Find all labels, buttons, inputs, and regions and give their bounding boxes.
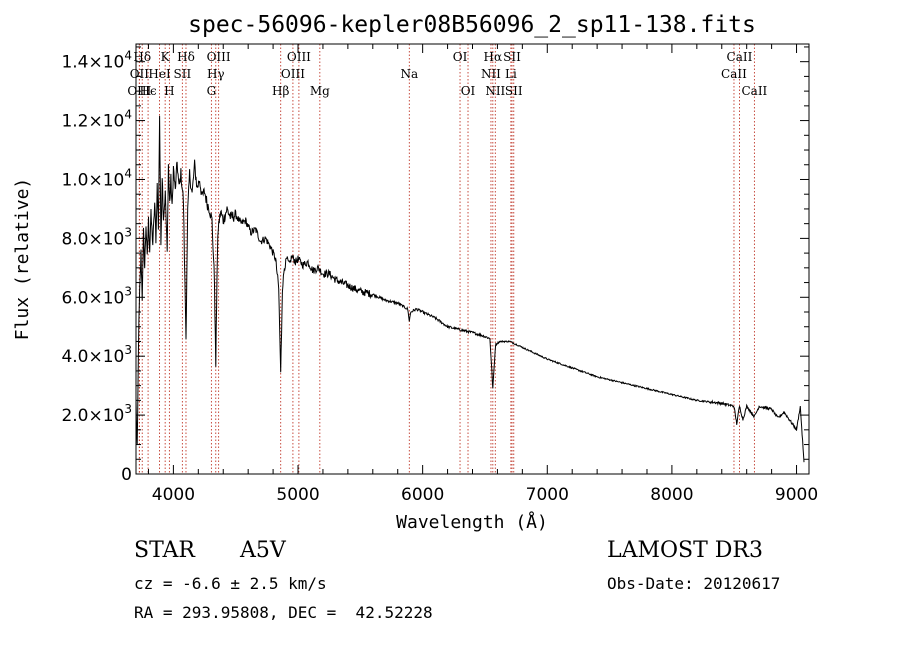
spectrum-line <box>135 115 805 463</box>
coordinates: RA = 293.95808, DEC = 42.52228 <box>134 603 433 622</box>
emission-line-label: OIII <box>287 50 311 64</box>
redshift-text: cz = -6.6 ± 2.5 km/s <box>134 574 327 593</box>
x-tick-label: 7000 <box>526 485 569 505</box>
x-tick-label: 4000 <box>152 485 195 505</box>
x-tick-label: 8000 <box>650 485 693 505</box>
emission-line-label: OIII <box>281 67 305 81</box>
emission-line-label: OII <box>130 67 150 81</box>
y-tick-label: 6.0×103 <box>61 284 132 308</box>
emission-line-label: CaII <box>727 50 753 64</box>
emission-line-label: CaII <box>741 84 767 98</box>
emission-line-label: K <box>161 50 171 64</box>
emission-line-label: OIII <box>207 50 231 64</box>
emission-line-label: CaII <box>721 67 747 81</box>
survey-name: LAMOST DR3 <box>607 538 763 563</box>
y-tick-label: 2.0×103 <box>61 402 132 426</box>
emission-line-label: SII <box>174 67 192 81</box>
y-tick-label: 8.0×103 <box>61 225 132 249</box>
y-tick-label: 1.4×104 <box>61 49 132 73</box>
emission-line-label: Hβ <box>272 84 289 98</box>
emission-line-label: SII <box>505 84 523 98</box>
x-tick-label: 6000 <box>401 485 444 505</box>
object-class: STAR <box>134 538 195 563</box>
emission-line-label: Hγ <box>207 67 225 81</box>
plot-frame <box>135 43 810 475</box>
y-tick-label: 4.0×103 <box>61 343 132 367</box>
emission-line-label: NII <box>485 84 505 98</box>
emission-line-markers <box>138 44 755 474</box>
emission-line-label: OI <box>461 84 476 98</box>
emission-line-label: Hϵ <box>139 84 156 98</box>
x-tick-label: 5000 <box>276 485 319 505</box>
emission-line-label: NII <box>481 67 501 81</box>
emission-line-label: Hδ <box>177 50 195 64</box>
emission-line-label: G <box>207 84 217 98</box>
emission-line-label: Hδ <box>133 50 151 64</box>
y-tick-label: 1.0×104 <box>61 166 132 190</box>
chart-title: spec-56096-kepler08B56096_2_sp11-138.fit… <box>188 12 756 38</box>
y-tick-label: 1.2×104 <box>61 108 132 132</box>
emission-line-label: H <box>164 84 174 98</box>
object-subclass: A5V <box>240 538 286 563</box>
emission-line-label: OI <box>453 50 468 64</box>
x-axis-label: Wavelength (Å) <box>396 511 548 533</box>
y-axis-ticks: 0 2.0×103 4.0×103 6.0×103 8.0×103 1.0×104 1.2×… <box>61 46 809 485</box>
x-axis-ticks: 4000 5000 6000 7000 8000 9000 <box>147 44 818 505</box>
x-tick-label: 9000 <box>775 485 818 505</box>
obs-date: Obs-Date: 20120617 <box>607 574 781 593</box>
y-axis-label: Flux (relative) <box>12 178 33 341</box>
emission-line-label: Na <box>400 67 418 81</box>
y-tick-label: 0 <box>121 465 132 485</box>
emission-line-label: Hα <box>484 50 503 64</box>
emission-line-label: HeI <box>148 67 171 81</box>
emission-line-label: SII <box>503 50 521 64</box>
emission-line-label: Li <box>505 67 517 81</box>
emission-line-label: Mg <box>310 84 330 98</box>
